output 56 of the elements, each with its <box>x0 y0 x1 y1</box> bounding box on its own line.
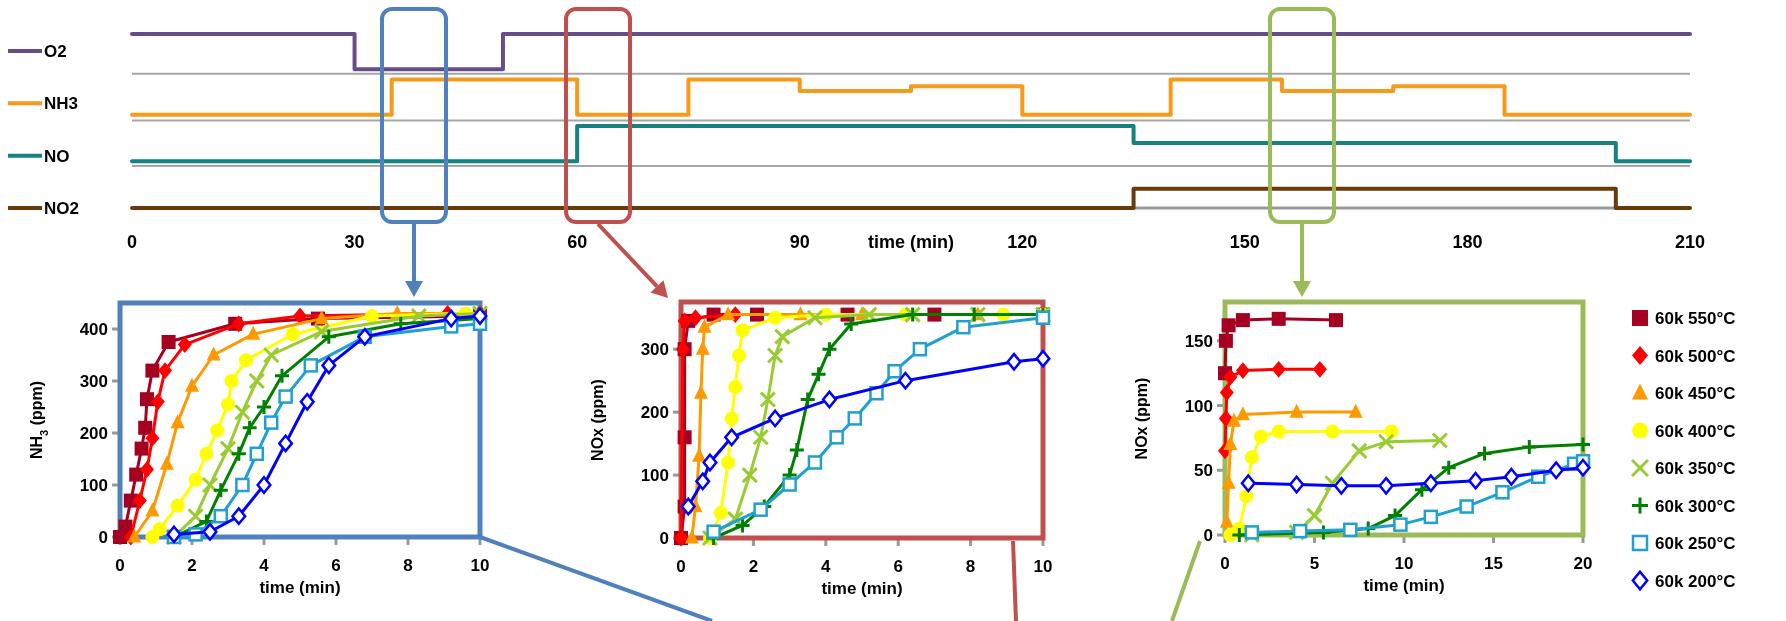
x-tick-label: 150 <box>1229 232 1260 252</box>
y-tick-label: 150 <box>1184 331 1213 351</box>
legend-label: NO <box>44 146 70 166</box>
x-tick-label: 90 <box>789 232 810 252</box>
x-tick-label: 10 <box>1394 554 1414 573</box>
y-tick-label: 400 <box>79 320 108 339</box>
legend-label: 60k 400°C <box>1655 421 1736 441</box>
x-tick-label: 10 <box>1033 557 1053 576</box>
y-tick-label: 0 <box>98 528 108 547</box>
y-axis-title: NOx (ppm) <box>1133 377 1150 460</box>
x-tick-label: 2 <box>187 556 197 575</box>
y-tick-label: 200 <box>640 403 669 423</box>
x-tick-label: 10 <box>470 556 490 575</box>
x-tick-label: 120 <box>1007 232 1038 252</box>
x-tick-label: 8 <box>403 556 413 575</box>
legend-label: 60k 450°C <box>1655 384 1736 403</box>
y-tick-label: 50 <box>1194 461 1213 481</box>
x-tick-label: 4 <box>821 557 832 576</box>
x-tick-label: 8 <box>965 557 976 576</box>
x-tick-label: 60 <box>567 232 588 252</box>
x-axis-title: time (min) <box>259 578 341 597</box>
x-axis-title: time (min) <box>867 232 955 252</box>
x-tick-label: 210 <box>1674 232 1706 252</box>
y-axis-title: NOx (ppm) <box>589 379 606 461</box>
x-tick-label: 180 <box>1452 232 1483 252</box>
x-tick-label: 0 <box>676 557 686 576</box>
legend-label: NH3 <box>44 94 79 114</box>
x-axis-title: time (min) <box>1363 576 1445 595</box>
y-tick-label: 0 <box>659 529 669 548</box>
legend-label: 60k 300°C <box>1655 496 1736 516</box>
legend-label: 60k 500°C <box>1655 346 1736 366</box>
legend-label: 60k 200°C <box>1655 571 1736 591</box>
legend-label: 60k 250°C <box>1655 534 1736 553</box>
x-tick-label: 6 <box>893 557 903 576</box>
y-tick-label: 200 <box>79 424 108 443</box>
x-tick-label: 20 <box>1573 554 1593 573</box>
x-tick-label: 0 <box>115 556 125 575</box>
x-tick-label: 6 <box>331 556 341 575</box>
x-tick-label: 5 <box>1309 554 1320 573</box>
y-tick-label: 0 <box>1203 526 1213 545</box>
x-tick-label: 0 <box>126 232 138 252</box>
y-tick-label: 300 <box>640 340 669 360</box>
y-tick-label: 300 <box>79 372 108 391</box>
y-tick-label: 100 <box>1184 396 1213 416</box>
x-tick-label: 4 <box>259 556 270 575</box>
legend-label: 60k 550°C <box>1655 309 1736 328</box>
x-tick-label: 30 <box>344 232 365 252</box>
y-tick-label: 100 <box>79 476 108 495</box>
x-axis-title: time (min) <box>821 579 903 598</box>
legend-label: 60k 350°C <box>1655 459 1736 478</box>
x-tick-label: 0 <box>1220 554 1230 573</box>
legend-label: NO2 <box>44 199 79 218</box>
y-tick-label: 100 <box>640 466 669 486</box>
legend-label: O2 <box>44 42 67 61</box>
x-tick-label: 2 <box>748 557 759 576</box>
x-tick-label: 15 <box>1484 554 1503 573</box>
